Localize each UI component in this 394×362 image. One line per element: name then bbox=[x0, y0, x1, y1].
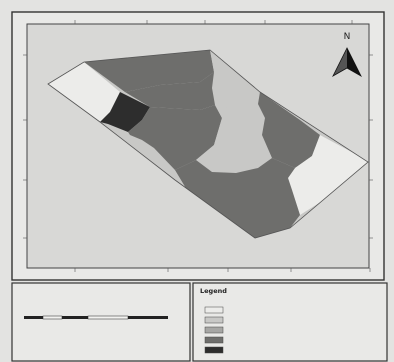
field-boundary bbox=[47, 49, 369, 239]
scale-segment-3 bbox=[62, 316, 88, 319]
zone-dark-center bbox=[128, 105, 222, 170]
zone-mid-center-east bbox=[196, 104, 272, 173]
scale-segment-1 bbox=[24, 316, 43, 319]
legend-swatch-3 bbox=[204, 326, 224, 334]
zone-dark-south bbox=[175, 158, 300, 238]
legend-swatch-4 bbox=[204, 336, 224, 344]
north-label: N bbox=[344, 32, 351, 42]
north-arrow: N bbox=[332, 32, 362, 78]
legend-title: Legend bbox=[200, 287, 227, 295]
scale-segment-2 bbox=[42, 315, 63, 320]
legend-swatch-2 bbox=[204, 316, 224, 324]
north-arrow-outline-icon bbox=[332, 47, 362, 78]
scale-segment-4 bbox=[87, 315, 129, 320]
legend-panel bbox=[192, 282, 388, 362]
legend: Legend bbox=[200, 287, 227, 354]
frame-ticks bbox=[23, 20, 373, 272]
zone-darkest-west bbox=[100, 92, 150, 132]
zone-dark-north bbox=[84, 50, 214, 92]
zone-mid-northeast bbox=[210, 50, 260, 110]
zone-light-east bbox=[288, 135, 368, 215]
legend-swatch-1 bbox=[204, 306, 224, 314]
scale-bar bbox=[24, 315, 168, 320]
legend-swatch-5 bbox=[204, 346, 224, 354]
scale-panel bbox=[11, 282, 191, 362]
scale-segment-5 bbox=[128, 316, 168, 319]
zone-dark-center-north bbox=[125, 72, 215, 110]
zone-dark-east bbox=[258, 92, 320, 168]
